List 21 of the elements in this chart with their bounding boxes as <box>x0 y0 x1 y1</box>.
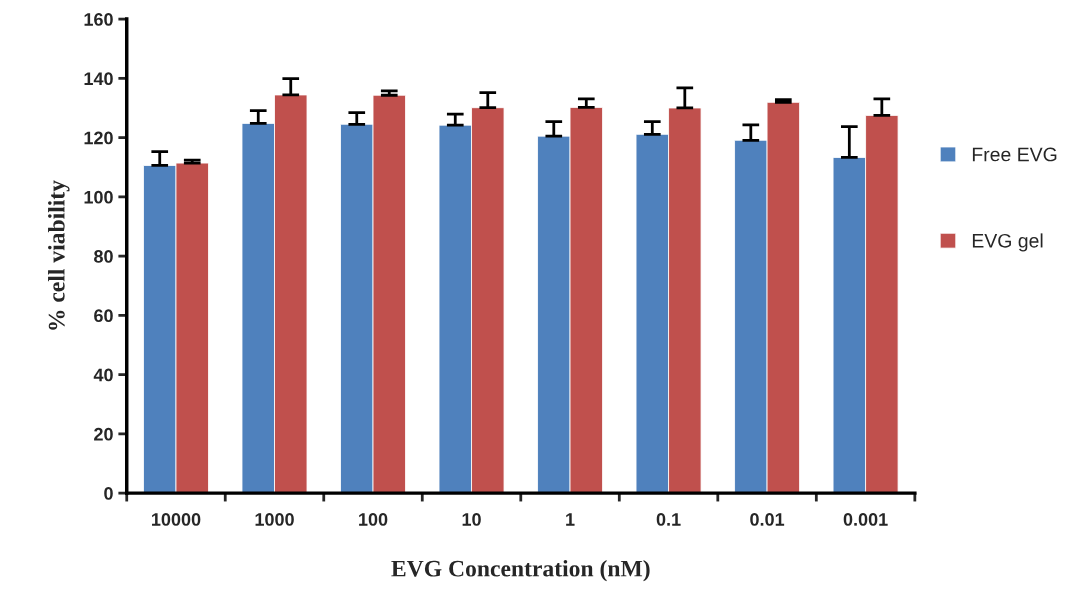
legend-label: EVG gel <box>972 233 1043 252</box>
y-tick-label: 0 <box>104 487 113 500</box>
y-tick-label: 60 <box>94 309 113 323</box>
x-tick-label: 0.01 <box>750 513 785 526</box>
y-tick-label: 140 <box>84 72 113 86</box>
x-tick-label: 0.001 <box>843 513 888 526</box>
y-tick-label: 120 <box>84 131 113 145</box>
x-tick-label: 100 <box>359 513 388 526</box>
x-tick-label: 0.1 <box>656 513 681 526</box>
legend-label: Free EVG <box>972 147 1057 162</box>
y-tick-label: 20 <box>94 427 113 441</box>
x-tick-label: 1000 <box>255 513 294 526</box>
x-tick-label: 10000 <box>152 513 201 526</box>
y-tick-label: 160 <box>84 13 113 26</box>
x-tick-label: 10 <box>462 513 481 526</box>
x-tick-label: 1 <box>566 513 575 526</box>
y-tick-label: 100 <box>84 190 113 204</box>
y-tick-label: 40 <box>93 368 113 382</box>
y-axis-title: % cell viability <box>48 180 70 330</box>
x-axis-title: EVG Concentration (nM) <box>391 559 650 582</box>
y-tick-label: 80 <box>94 250 113 263</box>
